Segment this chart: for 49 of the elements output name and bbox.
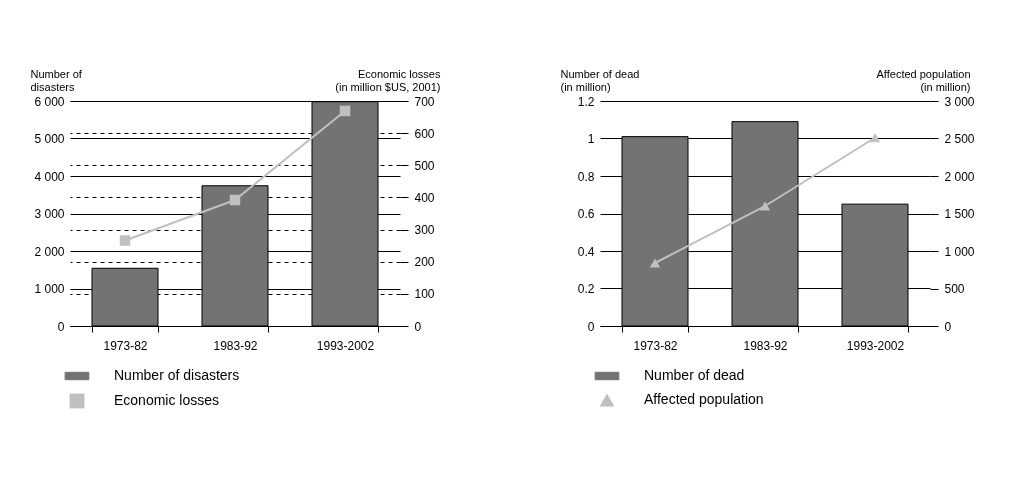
y-tick-label: 0.8 [577,169,595,184]
y2-tick-label: 700 [414,94,435,109]
y2-tick-label: 1 000 [944,244,975,259]
y2-axis-title: Economic losses (in million $US, 2001) [335,67,441,93]
y2-tick-label: 300 [414,223,435,238]
y2-tick-label: 0 [414,319,422,334]
y-axis-title: Number of disasters [30,67,83,93]
legend-label: Number of disasters [114,367,240,383]
y-tick-label: 0.6 [577,207,595,221]
y2-tick-label: 600 [414,126,435,141]
x-tick-label: 1993-2002 [316,338,375,353]
y-tick-label: 1.2 [577,94,595,109]
y2-axis-title: Affected population (in million) [876,67,971,93]
y2-tick-label: 400 [414,190,435,205]
y-tick-label: 6 000 [34,94,65,109]
point [229,194,241,206]
y2-tick-label: 500 [944,282,965,296]
x-tick-label: 1973-82 [103,338,148,353]
y-tick-label: 0 [57,319,65,334]
point [759,201,771,211]
y2-tick-label: 0 [944,319,952,334]
y-tick-label: 1 000 [34,282,65,296]
point [119,235,131,246]
point [649,258,661,268]
y2-tick-label: 2 000 [944,169,975,184]
y2-tick-label: 3 000 [944,94,975,109]
y2-tick-label: 100 [414,287,435,302]
y2-tick-label: 1 500 [944,207,975,221]
point [869,133,881,143]
x-tick-label: 1983-92 [743,338,788,353]
y-tick-label: 0 [587,319,595,334]
x-tick-label: 1973-82 [633,338,678,353]
y-tick-label: 5 000 [34,132,65,146]
legend-label: Affected population [644,391,764,407]
y-tick-label: 1 [587,132,595,146]
point [339,105,351,117]
y-tick-label: 0.4 [577,244,595,259]
y-tick-label: 0.2 [577,282,595,296]
y-tick-label: 4 000 [34,169,65,184]
legend-label: Number of dead [644,367,745,383]
y-tick-label: 2 000 [34,244,65,259]
y2-tick-label: 200 [414,255,435,270]
y2-tick-label: 500 [414,158,435,173]
y-axis-title: Number of dead (in million) [560,67,640,93]
legend-label: Economic losses [114,392,220,408]
x-tick-label: 1983-92 [213,338,258,353]
x-tick-label: 1993-2002 [846,338,905,353]
y2-tick-label: 2 500 [944,132,975,146]
y-tick-label: 3 000 [34,207,65,221]
